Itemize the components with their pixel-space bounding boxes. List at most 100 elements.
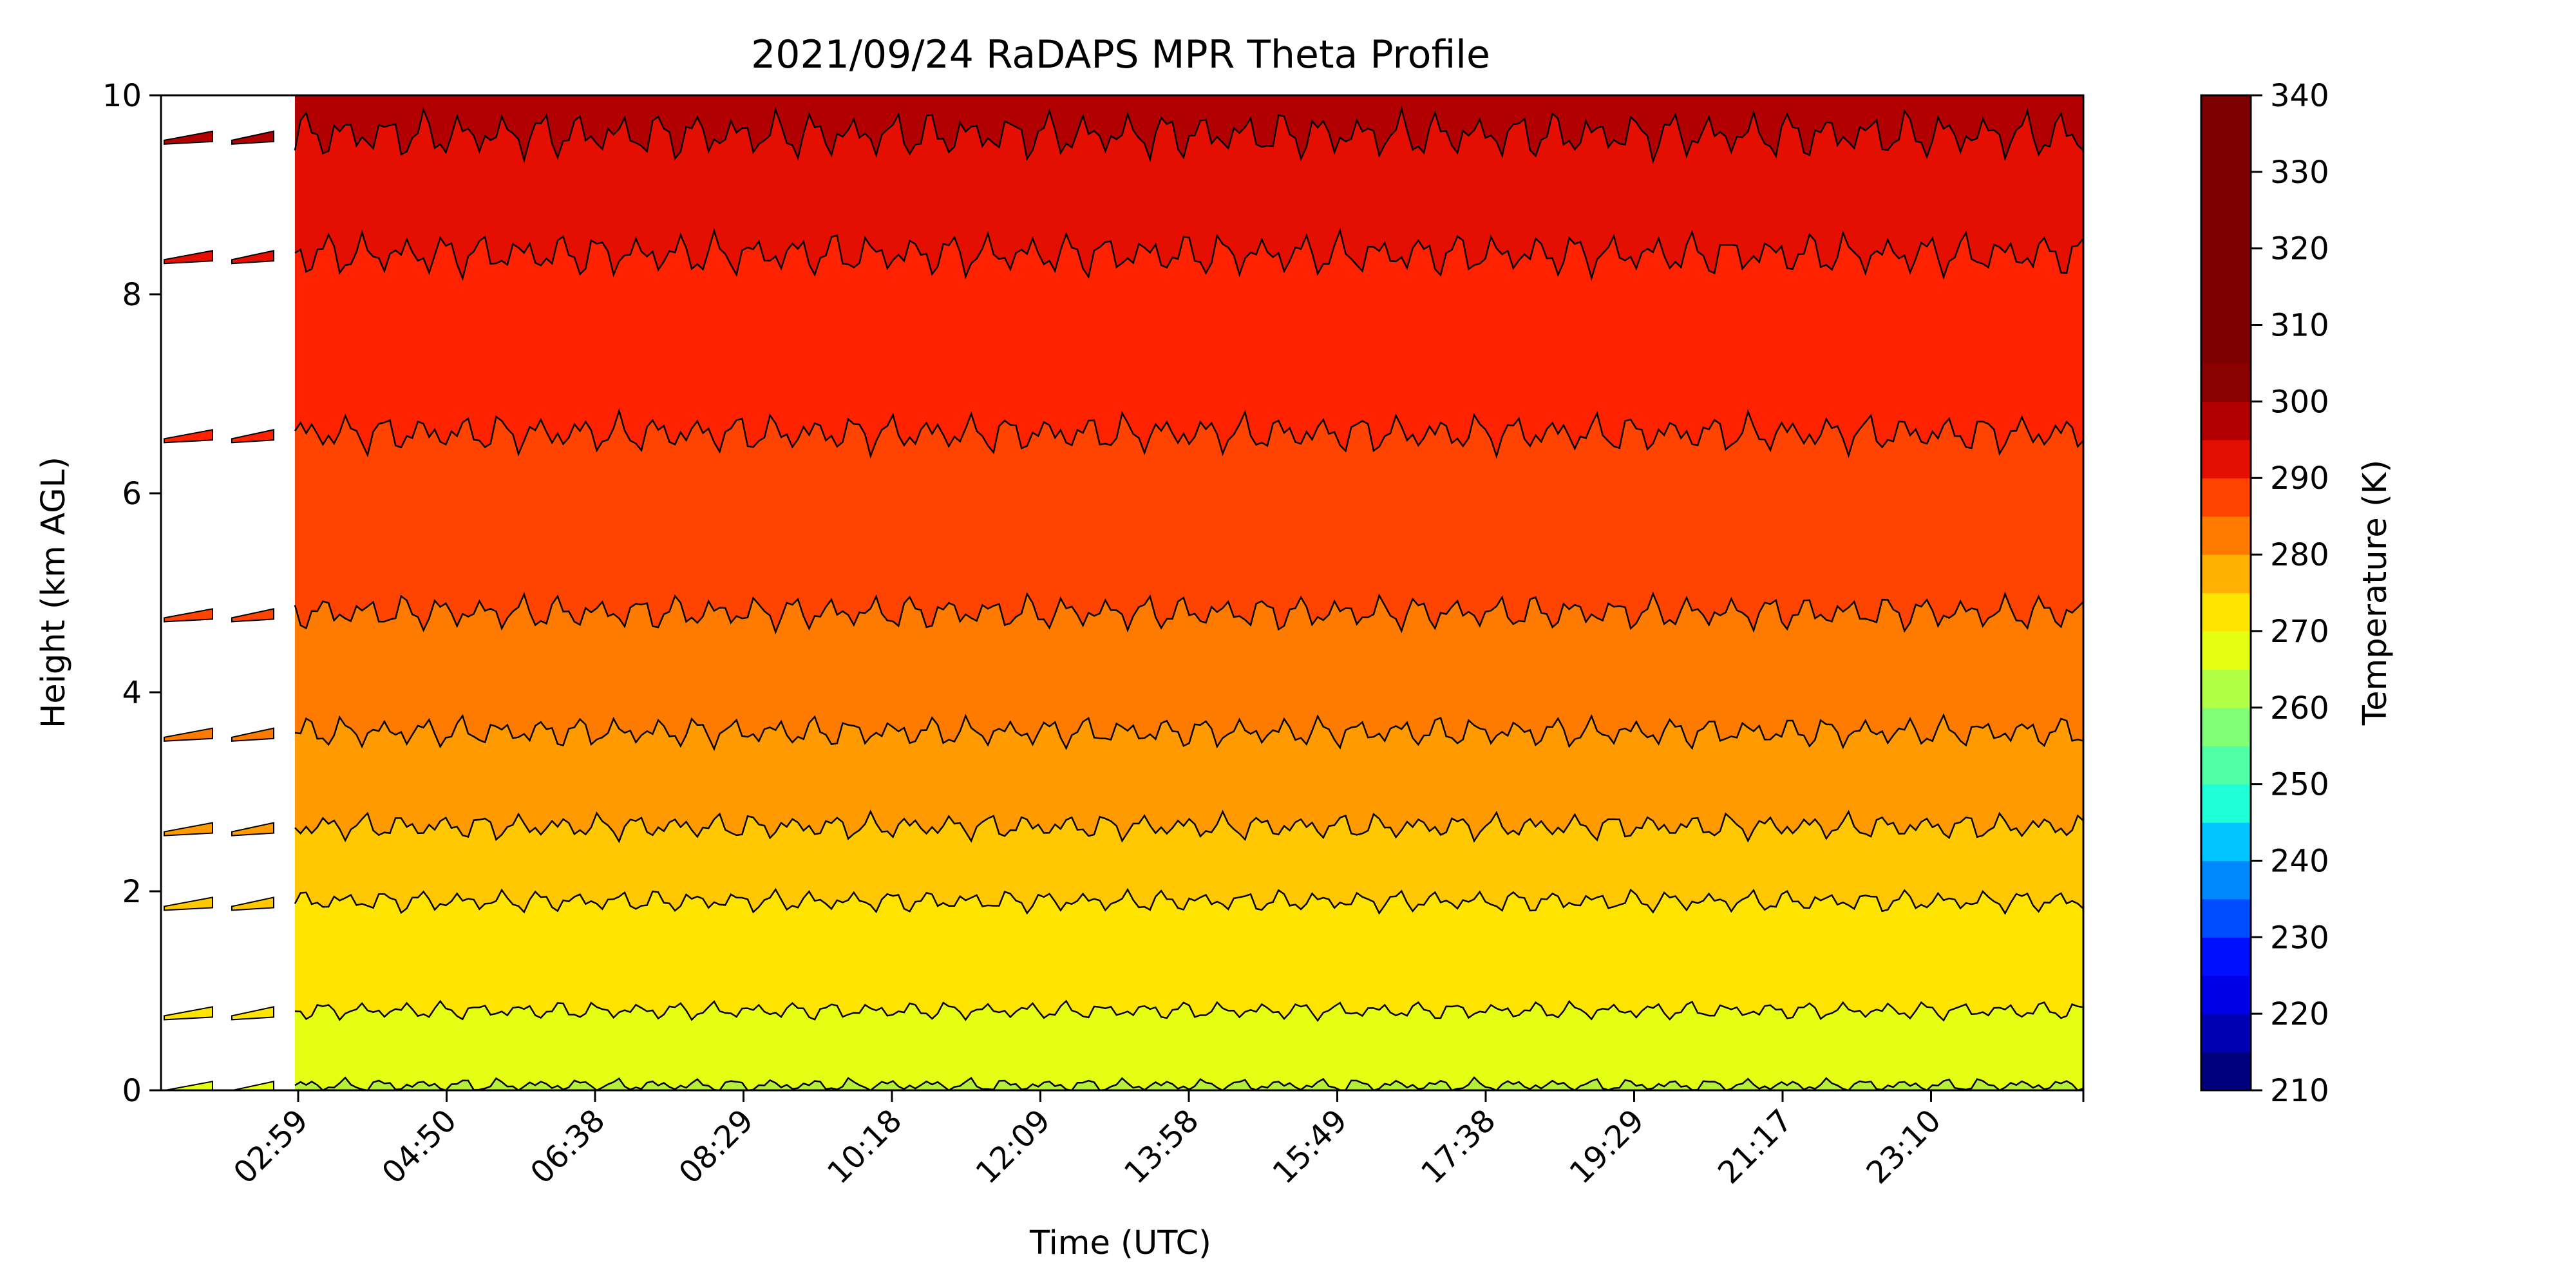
early-data-fragment	[164, 1006, 213, 1021]
colorbar-tick-label: 250	[2270, 767, 2329, 803]
colorbar-tick-label: 240	[2270, 843, 2329, 879]
theta-band	[295, 889, 2083, 1021]
theta-band	[295, 1077, 2083, 1090]
contour-line	[294, 106, 2083, 164]
colorbar-bin	[2201, 554, 2251, 594]
colorbar-bin	[2201, 669, 2251, 708]
x-tick-label: 12:09	[969, 1103, 1057, 1191]
early-data-fragment	[231, 130, 274, 145]
x-tick-label: 23:10	[1860, 1103, 1948, 1191]
early-data-fragment	[231, 896, 274, 911]
colorbar-bin	[2201, 1014, 2251, 1053]
colorbar-bin	[2201, 1052, 2251, 1091]
colorbar-tick-label: 310	[2270, 308, 2329, 344]
early-data-fragment	[231, 608, 274, 623]
colorbar-bin	[2201, 822, 2251, 862]
colorbar-bin	[2201, 784, 2251, 823]
contour-line	[294, 591, 2083, 635]
y-tick-label: 2	[122, 874, 142, 910]
x-tick-label: 06:38	[524, 1103, 612, 1191]
colorbar-bin	[2201, 746, 2251, 785]
colorbar-bin	[2201, 707, 2251, 746]
early-data-fragment	[231, 727, 274, 742]
colorbar-tick-label: 340	[2270, 78, 2329, 114]
colorbar-tick-label: 300	[2270, 384, 2329, 420]
theta-band	[295, 1001, 2083, 1090]
colorbar-bin	[2201, 937, 2251, 976]
y-tick-label: 8	[122, 277, 142, 313]
theta-band	[295, 715, 2083, 842]
theta-band	[295, 410, 2083, 632]
colorbar-bin	[2201, 95, 2251, 135]
colorbar-tick-label: 230	[2270, 920, 2329, 956]
chart-title: 2021/09/24 RaDAPS MPR Theta Profile	[751, 32, 1490, 77]
early-data-fragment	[164, 822, 213, 837]
early-data-fragment	[164, 429, 213, 444]
colorbar-bin	[2201, 592, 2251, 632]
contour-line	[294, 408, 2083, 459]
early-data-fragment	[231, 249, 274, 265]
contour-line	[294, 713, 2083, 752]
theta-band	[295, 231, 2083, 457]
colorbar-bin	[2201, 630, 2251, 670]
early-data-fragment	[164, 896, 213, 911]
colorbar-bin	[2201, 363, 2251, 402]
theta-band	[295, 95, 2083, 162]
colorbar-tick-label: 220	[2270, 996, 2329, 1032]
x-axis-label: Time (UTC)	[1029, 1224, 1211, 1262]
y-tick-label: 0	[122, 1073, 142, 1109]
contour-line	[294, 810, 2083, 844]
early-data-fragment	[164, 608, 213, 623]
colorbar-bin	[2201, 516, 2251, 555]
colorbar-bin	[2201, 439, 2251, 478]
y-axis-label: Height (km AGL)	[35, 457, 73, 728]
x-tick-label: 10:18	[820, 1103, 909, 1191]
colorbar-label: Temperature (K)	[2356, 460, 2394, 726]
x-tick-label: 19:29	[1563, 1103, 1651, 1191]
x-tick-label: 02:59	[227, 1103, 315, 1191]
colorbar-bin	[2201, 975, 2251, 1014]
early-data-fragment	[231, 429, 274, 444]
early-data-fragment	[231, 1006, 274, 1021]
colorbar-bin	[2201, 133, 2251, 173]
early-data-fragment	[164, 727, 213, 742]
colorbar-tick-label: 260	[2270, 690, 2329, 726]
colorbar-frame	[2200, 94, 2252, 1092]
colorbar-tick-label: 290	[2270, 460, 2329, 497]
colorbar-bin	[2201, 325, 2251, 364]
colorbar: 210 220 230 240 250 260 270 280 290 300 310 320 330 3…	[2200, 78, 2329, 1109]
colorbar-tick-label: 320	[2270, 231, 2329, 267]
x-tick-label: 08:29	[672, 1103, 761, 1191]
colorbar-bin	[2201, 210, 2251, 249]
colorbar-tick-label: 270	[2270, 614, 2329, 650]
early-data-fragment	[164, 1081, 213, 1090]
plot-area	[160, 94, 2085, 1092]
colorbar-bin	[2201, 287, 2251, 326]
early-data-fragment	[164, 249, 213, 265]
x-tick-label: 15:49	[1266, 1103, 1354, 1191]
colorbar-bin	[2201, 478, 2251, 517]
colorbar-bin	[2201, 171, 2251, 211]
x-tick-label: 13:58	[1117, 1103, 1206, 1191]
y-tick-label: 4	[122, 675, 142, 711]
colorbar-bin	[2201, 401, 2251, 440]
y-tick-label: 6	[122, 476, 142, 512]
theta-band	[295, 109, 2083, 279]
colorbar-tick-label: 330	[2270, 155, 2329, 191]
early-data-fragment	[231, 1081, 274, 1090]
colorbar-bin	[2201, 248, 2251, 287]
early-data-fragment	[231, 822, 274, 837]
contour-line	[294, 999, 2083, 1022]
colorbar-tick-label: 280	[2270, 537, 2329, 573]
theta-band	[295, 811, 2083, 914]
theta-band	[295, 593, 2083, 749]
x-tick-label: 21:17	[1711, 1103, 1799, 1191]
colorbar-tick-label: 210	[2270, 1073, 2329, 1109]
x-tick-label: 04:50	[375, 1103, 464, 1191]
early-data-fragment	[164, 130, 213, 145]
y-axis: 0 2 4 6 8 10	[102, 78, 161, 1109]
x-axis: 02:59 04:50 06:38 08:29 10:18 12:09 13:58 15:49…	[227, 1090, 2085, 1191]
contour-line	[294, 227, 2083, 281]
colorbar-bin	[2201, 898, 2251, 938]
